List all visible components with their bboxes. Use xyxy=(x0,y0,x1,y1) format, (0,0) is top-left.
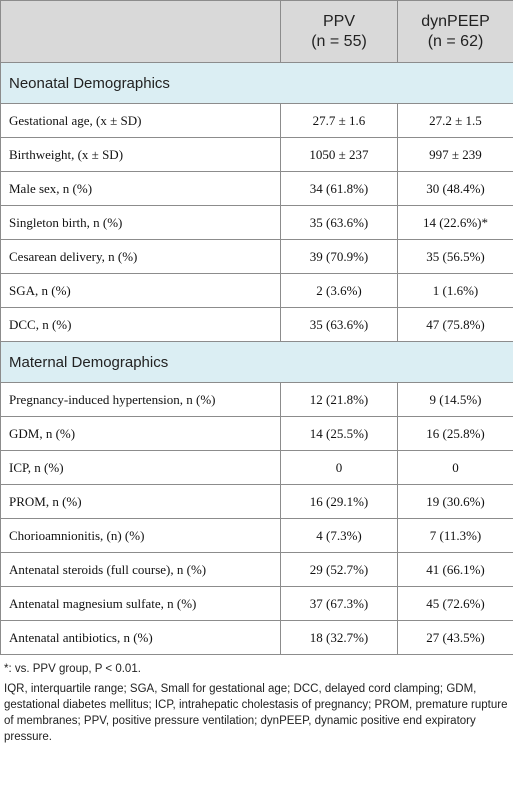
column-n: (n = 62) xyxy=(427,32,484,50)
value-cell: 18 (32.7%) xyxy=(280,620,398,655)
label-cell: Antenatal magnesium sulfate, n (%) xyxy=(0,586,281,621)
label-cell: DCC, n (%) xyxy=(0,307,281,342)
value-cell: 9 (14.5%) xyxy=(397,382,513,417)
value-cell: 27.7 ± 1.6 xyxy=(280,103,398,138)
section-row: Neonatal Demographics xyxy=(0,62,513,104)
label-cell: Pregnancy-induced hypertension, n (%) xyxy=(0,382,281,417)
value-cell: 30 (48.4%) xyxy=(397,171,513,206)
table-body: Neonatal Demographics Gestational age, (x… xyxy=(0,62,513,655)
data-row: Singleton birth, n (%) 35 (63.6%) 14 (22.6… xyxy=(0,205,513,240)
value-cell: 14 (22.6%)* xyxy=(397,205,513,240)
label-cell: GDM, n (%) xyxy=(0,416,281,451)
data-row: Birthweight, (x ± SD) 1050 ± 237 997 ± 239 xyxy=(0,137,513,172)
data-row: Male sex, n (%) 34 (61.8%) 30 (48.4%) xyxy=(0,171,513,206)
value-cell: 2 (3.6%) xyxy=(280,273,398,308)
data-row: Gestational age, (x ± SD) 27.7 ± 1.6 27.2 … xyxy=(0,103,513,138)
value-cell: 1050 ± 237 xyxy=(280,137,398,172)
value-cell: 14 (25.5%) xyxy=(280,416,398,451)
data-row: DCC, n (%) 35 (63.6%) 47 (75.8%) xyxy=(0,307,513,342)
column-name: PPV xyxy=(322,12,355,30)
value-cell: 4 (7.3%) xyxy=(280,518,398,553)
value-cell: 0 xyxy=(397,450,513,485)
value-cell: 29 (52.7%) xyxy=(280,552,398,587)
value-cell: 0 xyxy=(280,450,398,485)
value-cell: 7 (11.3%) xyxy=(397,518,513,553)
corner-cell xyxy=(0,0,281,63)
data-row: Antenatal magnesium sulfate, n (%) 37 (67… xyxy=(0,586,513,621)
column-n: (n = 55) xyxy=(311,32,367,50)
data-row: Antenatal steroids (full course), n (%) 2… xyxy=(0,552,513,587)
label-cell: Birthweight, (x ± SD) xyxy=(0,137,281,172)
value-cell: 45 (72.6%) xyxy=(397,586,513,621)
data-row: GDM, n (%) 14 (25.5%) 16 (25.8%) xyxy=(0,416,513,451)
label-cell: Antenatal antibiotics, n (%) xyxy=(0,620,281,655)
label-cell: Singleton birth, n (%) xyxy=(0,205,281,240)
data-row: PROM, n (%) 16 (29.1%) 19 (30.6%) xyxy=(0,484,513,519)
data-row: Pregnancy-induced hypertension, n (%) 12 … xyxy=(0,382,513,417)
demographics-table: PPV (n = 55) dynPEEP (n = 62) Neonatal Dem… xyxy=(0,0,513,655)
label-cell: Gestational age, (x ± SD) xyxy=(0,103,281,138)
value-cell: 997 ± 239 xyxy=(397,137,513,172)
label-cell: Antenatal steroids (full course), n (%) xyxy=(0,552,281,587)
section-row: Maternal Demographics xyxy=(0,341,513,383)
value-cell: 35 (56.5%) xyxy=(397,239,513,274)
section-title: Maternal Demographics xyxy=(0,341,513,383)
header-row: PPV (n = 55) dynPEEP (n = 62) xyxy=(0,0,513,63)
label-cell: SGA, n (%) xyxy=(0,273,281,308)
value-cell: 16 (29.1%) xyxy=(280,484,398,519)
value-cell: 27.2 ± 1.5 xyxy=(397,103,513,138)
footnote: *: vs. PPV group, P < 0.01. xyxy=(4,663,141,675)
data-row: ICP, n (%) 0 0 xyxy=(0,450,513,485)
data-row: Antenatal antibiotics, n (%) 18 (32.7%) 27… xyxy=(0,620,513,655)
label-cell: Chorioamnionitis, (n) (%) xyxy=(0,518,281,553)
value-cell: 16 (25.8%) xyxy=(397,416,513,451)
value-cell: 35 (63.6%) xyxy=(280,205,398,240)
footnote: IQR, interquartile range; SGA, Small for… xyxy=(4,683,508,743)
label-cell: Male sex, n (%) xyxy=(0,171,281,206)
value-cell: 37 (67.3%) xyxy=(280,586,398,621)
value-cell: 27 (43.5%) xyxy=(397,620,513,655)
column-header: PPV (n = 55) xyxy=(280,0,398,63)
data-row: Cesarean delivery, n (%) 39 (70.9%) 35 (56… xyxy=(0,239,513,274)
column-name: dynPEEP xyxy=(421,12,490,30)
value-cell: 34 (61.8%) xyxy=(280,171,398,206)
column-header: dynPEEP (n = 62) xyxy=(397,0,513,63)
section-title: Neonatal Demographics xyxy=(0,62,513,104)
value-cell: 12 (21.8%) xyxy=(280,382,398,417)
data-row: SGA, n (%) 2 (3.6%) 1 (1.6%) xyxy=(0,273,513,308)
label-cell: Cesarean delivery, n (%) xyxy=(0,239,281,274)
value-cell: 1 (1.6%) xyxy=(397,273,513,308)
value-cell: 35 (63.6%) xyxy=(280,307,398,342)
value-cell: 41 (66.1%) xyxy=(397,552,513,587)
value-cell: 19 (30.6%) xyxy=(397,484,513,519)
data-row: Chorioamnionitis, (n) (%) 4 (7.3%) 7 (11.3… xyxy=(0,518,513,553)
footnotes: *: vs. PPV group, P < 0.01. IQR, interqua… xyxy=(0,655,513,745)
label-cell: PROM, n (%) xyxy=(0,484,281,519)
value-cell: 47 (75.8%) xyxy=(397,307,513,342)
value-cell: 39 (70.9%) xyxy=(280,239,398,274)
label-cell: ICP, n (%) xyxy=(0,450,281,485)
